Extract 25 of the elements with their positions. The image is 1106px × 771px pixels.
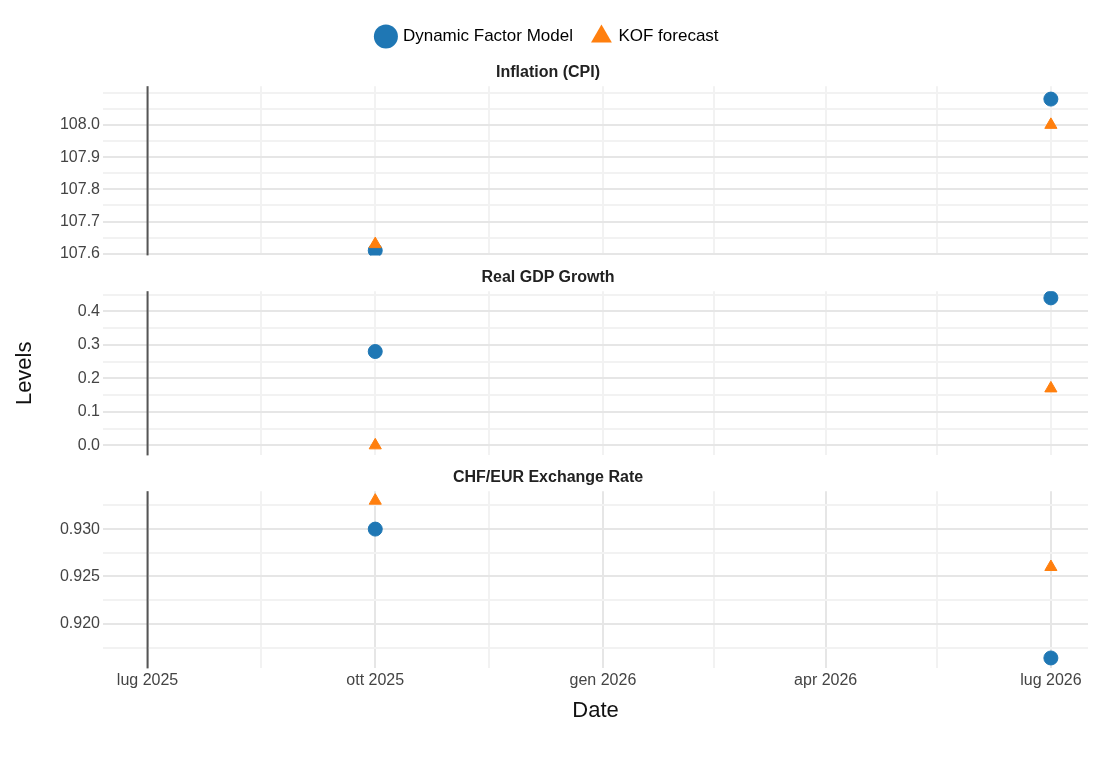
legend-label: Dynamic Factor Model [402, 26, 573, 46]
x-tick-label: ott 2025 [346, 671, 405, 689]
y-tick-label: 0.1 [77, 402, 101, 420]
x-axis-title: Date [572, 696, 619, 722]
y-tick-label: 0.3 [77, 335, 101, 353]
legend-label: KOF forecast [618, 26, 719, 46]
y-tick-label: 107.9 [59, 147, 101, 165]
y-tick-label: 107.8 [59, 179, 101, 197]
y-tick-label: 108.0 [59, 115, 101, 133]
y-tick-label: 0.0 [77, 435, 101, 453]
y-tick-label: 0.4 [77, 301, 101, 319]
x-tick-label: lug 2025 [116, 671, 179, 689]
y-axis-title: Levels [11, 341, 37, 406]
y-tick-label: 0.925 [59, 566, 101, 584]
chart-title: Real GDP Growth [481, 268, 615, 286]
y-tick-label: 107.6 [59, 244, 101, 262]
y-tick-label: 0.930 [59, 519, 101, 537]
chart-title: CHF/EUR Exchange Rate [452, 468, 644, 486]
x-tick-label: gen 2026 [569, 671, 637, 689]
x-tick-label: lug 2026 [1020, 671, 1082, 689]
y-tick-label: 107.7 [59, 211, 101, 229]
chart-title: Inflation (CPI) [496, 63, 600, 81]
y-tick-label: 0.920 [59, 614, 101, 632]
y-tick-label: 0.2 [77, 368, 101, 386]
x-tick-label: apr 2026 [794, 671, 858, 689]
